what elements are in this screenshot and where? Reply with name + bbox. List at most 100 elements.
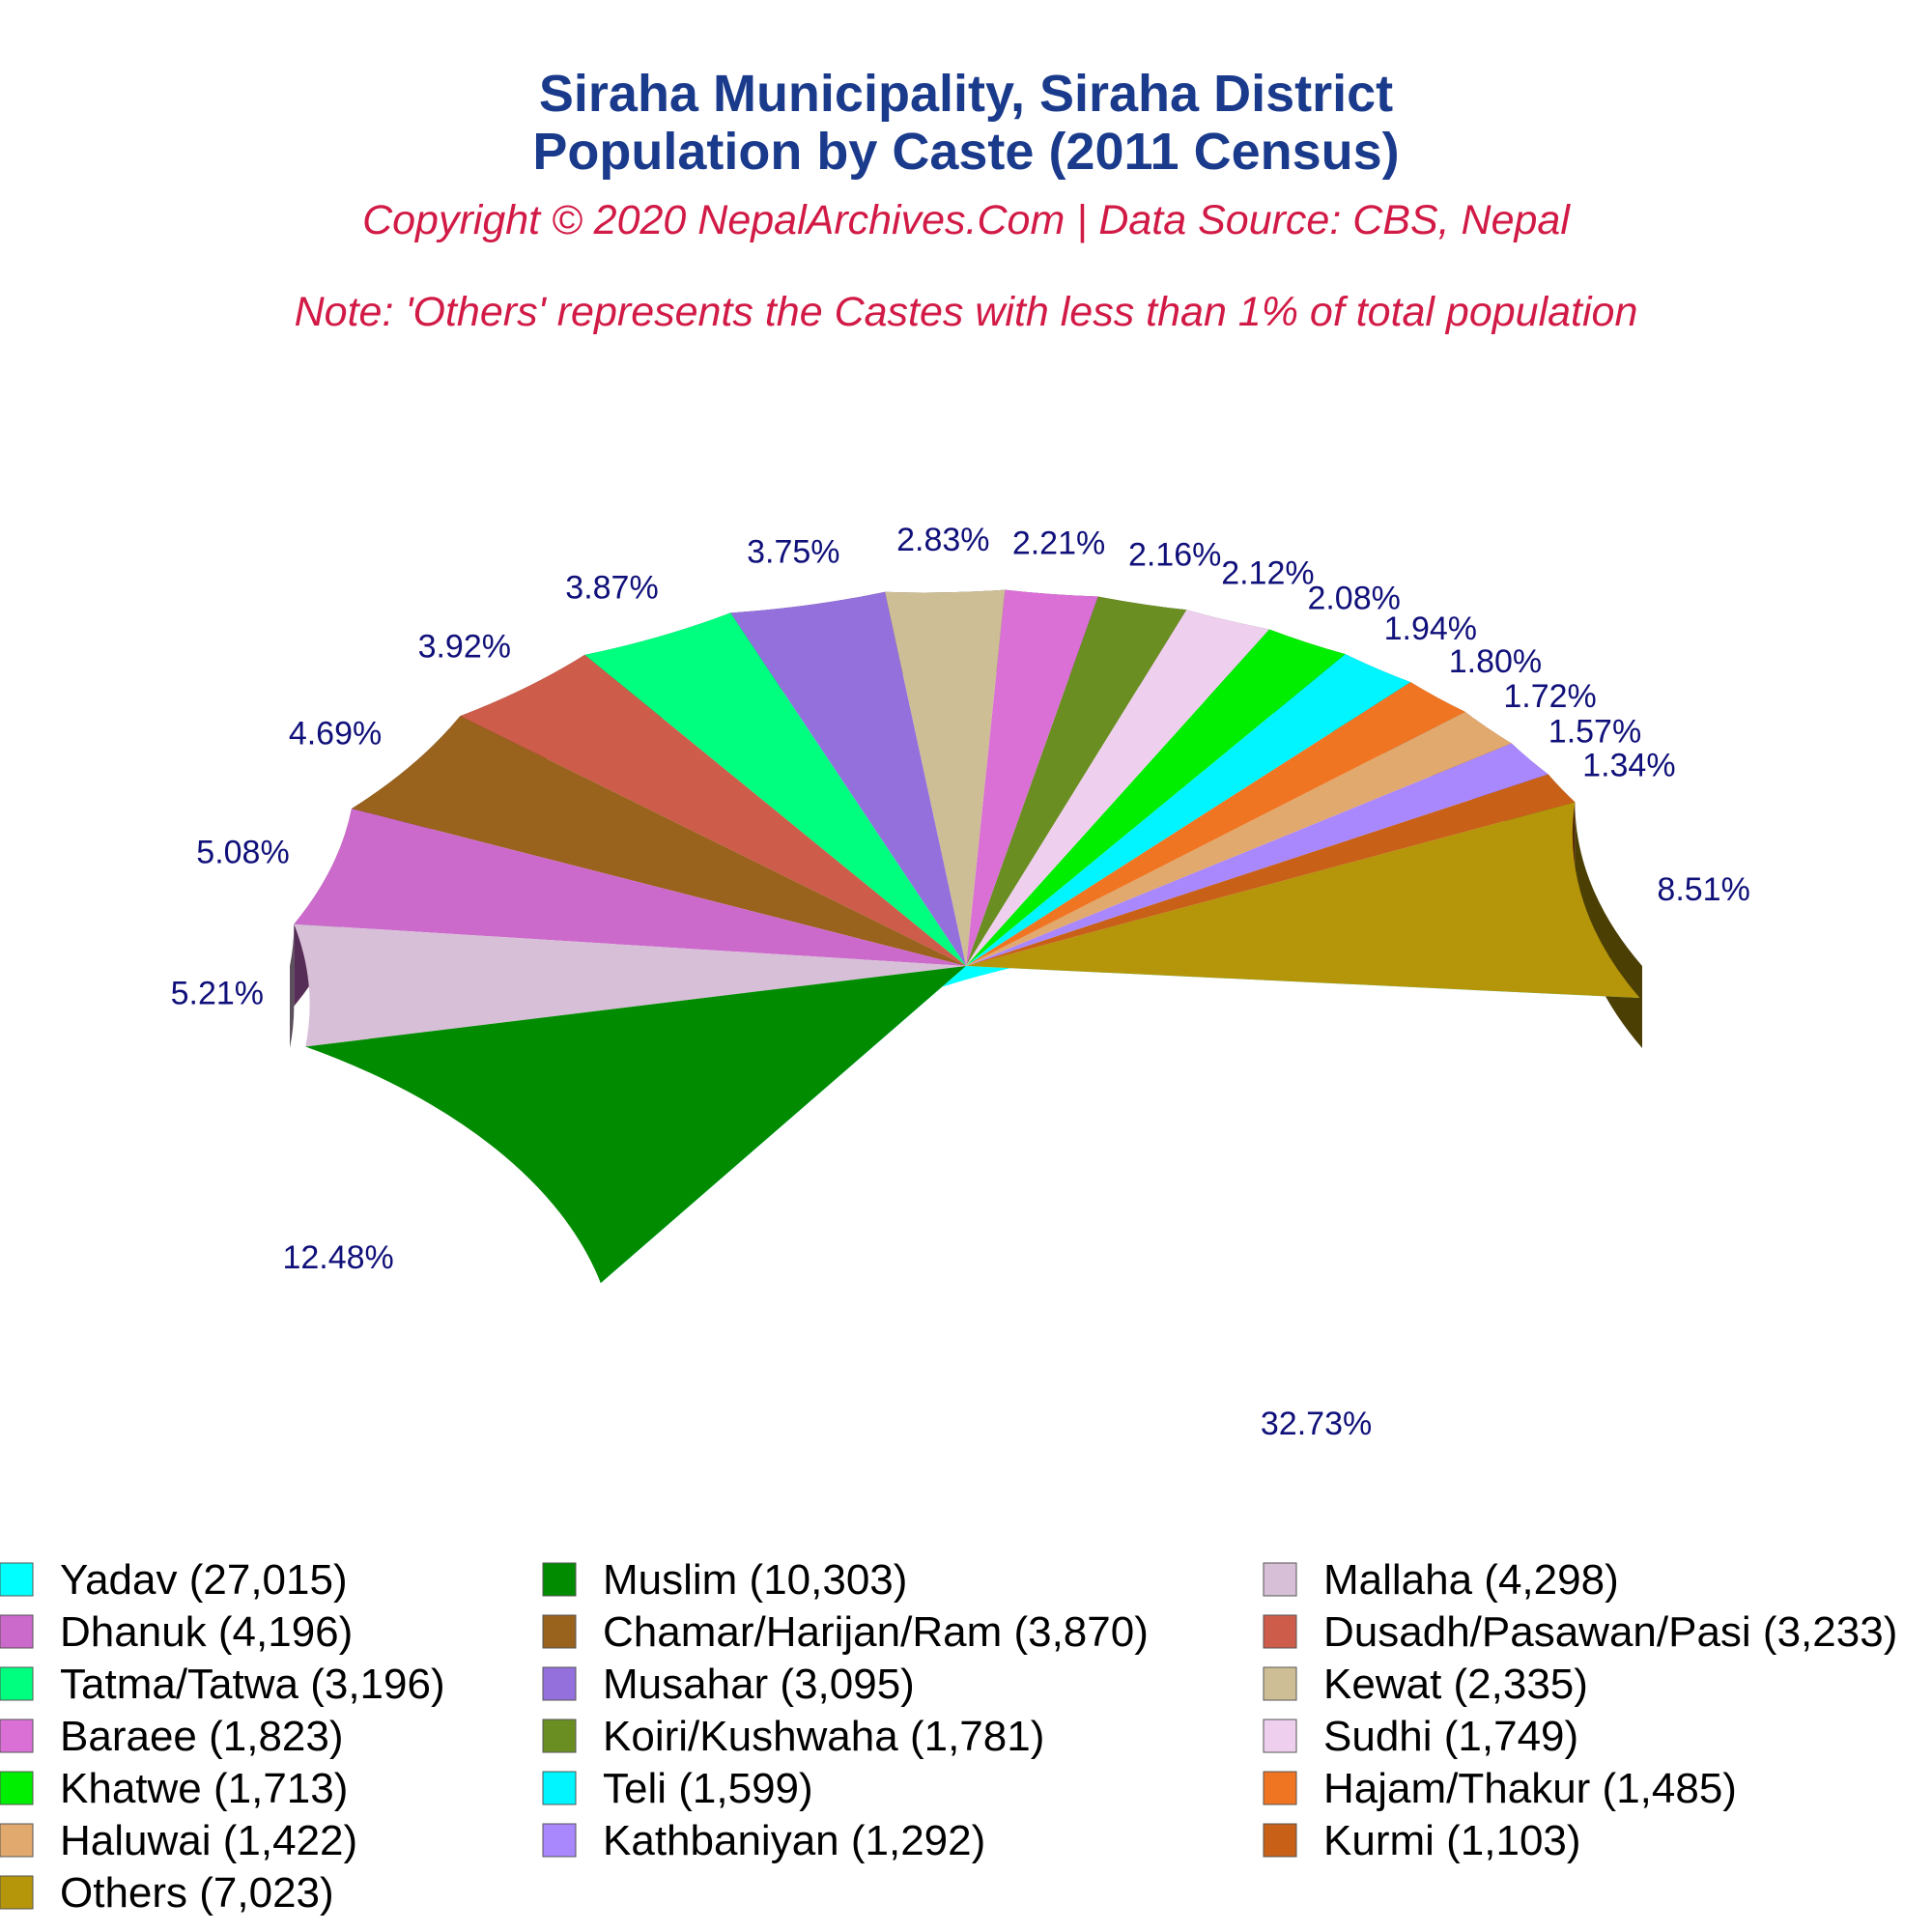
pie-slice-dusadh-pasawan-pasi bbox=[460, 654, 966, 966]
legend-swatch-chamar-harijan-ram bbox=[542, 1614, 577, 1649]
pie-slice-sudhi bbox=[966, 610, 1270, 966]
legend-item-kewat: Kewat (2,335) bbox=[1263, 1661, 1588, 1708]
pct-label-mallaha: 5.21% bbox=[171, 975, 264, 1011]
legend-swatch-dusadh-pasawan-pasi bbox=[1263, 1614, 1297, 1649]
pie-side-mallaha bbox=[290, 923, 295, 1048]
legend-swatch-haluwai bbox=[0, 1823, 34, 1858]
legend-swatch-musahar bbox=[542, 1666, 577, 1701]
legend: Yadav (27,015) Muslim (10,303) Mallaha (4,… bbox=[0, 1556, 1897, 1917]
legend-label-others: Others (7,023) bbox=[60, 1869, 334, 1917]
legend-label-dusadh-pasawan-pasi: Dusadh/Pasawan/Pasi (3,233) bbox=[1323, 1608, 1897, 1656]
legend-swatch-yadav bbox=[0, 1562, 34, 1597]
pie-slice-haluwai bbox=[966, 711, 1512, 966]
pct-label-kathbaniyan: 1.57% bbox=[1548, 714, 1641, 751]
legend-label-kathbaniyan: Kathbaniyan (1,292) bbox=[603, 1817, 985, 1864]
legend-swatch-mallaha bbox=[1263, 1562, 1297, 1597]
pie-slice-khatwe bbox=[966, 629, 1346, 966]
pct-label-teli: 1.94% bbox=[1384, 611, 1477, 647]
pct-label-kurmi: 1.34% bbox=[1582, 747, 1675, 783]
pie-slice-chamar-harijan-ram bbox=[352, 716, 966, 966]
legend-swatch-tatma-tatwa bbox=[0, 1666, 34, 1701]
pie-slice-musahar bbox=[730, 591, 966, 966]
legend-item-mallaha: Mallaha (4,298) bbox=[1263, 1556, 1619, 1604]
chart-title-line1: Siraha Municipality, Siraha District bbox=[539, 65, 1393, 123]
legend-swatch-khatwe bbox=[0, 1771, 34, 1805]
legend-label-mallaha: Mallaha (4,298) bbox=[1323, 1556, 1619, 1604]
legend-item-hajam-thakur: Hajam/Thakur (1,485) bbox=[1263, 1765, 1737, 1812]
legend-item-yadav: Yadav (27,015) bbox=[0, 1556, 348, 1604]
legend-swatch-hajam-thakur bbox=[1263, 1771, 1297, 1805]
legend-label-kewat: Kewat (2,335) bbox=[1323, 1661, 1588, 1708]
legend-item-baraee: Baraee (1,823) bbox=[0, 1713, 344, 1760]
legend-item-khatwe: Khatwe (1,713) bbox=[0, 1765, 348, 1812]
legend-item-dusadh-pasawan-pasi: Dusadh/Pasawan/Pasi (3,233) bbox=[1263, 1608, 1897, 1656]
legend-item-kathbaniyan: Kathbaniyan (1,292) bbox=[542, 1817, 985, 1864]
pct-label-kewat: 2.83% bbox=[896, 522, 989, 558]
legend-swatch-teli bbox=[542, 1771, 577, 1805]
pie-slice-tatma-tatwa bbox=[584, 612, 966, 966]
legend-item-kurmi: Kurmi (1,103) bbox=[1263, 1817, 1581, 1864]
pct-label-haluwai: 1.72% bbox=[1503, 678, 1596, 715]
pie-top-group bbox=[294, 589, 1640, 1284]
legend-swatch-kathbaniyan bbox=[542, 1823, 577, 1858]
legend-label-koiri-kushwaha: Koiri/Kushwaha (1,781) bbox=[603, 1713, 1044, 1760]
pct-label-chamar-harijan-ram: 4.69% bbox=[289, 715, 382, 752]
chart-title-line2: Population by Caste (2011 Census) bbox=[532, 123, 1399, 181]
legend-swatch-baraee bbox=[0, 1719, 34, 1753]
pct-label-sudhi: 2.12% bbox=[1221, 555, 1314, 592]
pie-labels-group: 32.73% 8.51% 1.34%1.57%1.72%1.80%1.94%2.08… bbox=[171, 522, 1750, 1442]
legend-label-musahar: Musahar (3,095) bbox=[603, 1661, 915, 1708]
legend-label-haluwai: Haluwai (1,422) bbox=[60, 1817, 357, 1864]
legend-swatch-koiri-kushwaha bbox=[542, 1719, 577, 1753]
pct-label-hajam-thakur: 1.80% bbox=[1449, 643, 1542, 680]
copyright-text: Copyright © 2020 NepalArchives.Com | Dat… bbox=[362, 197, 1571, 243]
legend-item-teli: Teli (1,599) bbox=[542, 1765, 813, 1812]
legend-swatch-dhanuk bbox=[0, 1614, 34, 1649]
legend-label-teli: Teli (1,599) bbox=[603, 1765, 813, 1812]
pie-slice-teli bbox=[966, 654, 1411, 966]
legend-item-muslim: Muslim (10,303) bbox=[542, 1556, 907, 1604]
pie-slice-muslim bbox=[305, 966, 966, 1284]
pie-slice-mallaha bbox=[294, 923, 966, 1047]
pie-slice-dhanuk bbox=[294, 809, 966, 966]
legend-item-koiri-kushwaha: Koiri/Kushwaha (1,781) bbox=[542, 1713, 1044, 1760]
legend-label-chamar-harijan-ram: Chamar/Harijan/Ram (3,870) bbox=[603, 1608, 1149, 1656]
pct-label-others: 8.51% bbox=[1657, 871, 1749, 908]
legend-label-yadav: Yadav (27,015) bbox=[60, 1556, 348, 1604]
pie-slice-hajam-thakur bbox=[966, 682, 1465, 966]
pie-slice-kewat bbox=[885, 589, 1006, 966]
legend-label-baraee: Baraee (1,823) bbox=[60, 1713, 344, 1760]
note-text: Note: 'Others' represents the Castes wit… bbox=[295, 289, 1638, 335]
legend-swatch-others bbox=[0, 1875, 34, 1910]
pie-slice-koiri-kushwaha bbox=[966, 596, 1187, 966]
pct-label-khatwe: 2.08% bbox=[1307, 581, 1400, 617]
legend-swatch-sudhi bbox=[1263, 1719, 1297, 1753]
pct-label-tatma-tatwa: 3.87% bbox=[565, 569, 658, 606]
legend-item-sudhi: Sudhi (1,749) bbox=[1263, 1713, 1578, 1760]
pct-label-musahar: 3.75% bbox=[747, 533, 839, 570]
pct-label-baraee: 2.21% bbox=[1012, 526, 1105, 562]
legend-label-muslim: Muslim (10,303) bbox=[603, 1556, 907, 1604]
legend-label-kurmi: Kurmi (1,103) bbox=[1323, 1817, 1581, 1864]
pie-slice-others bbox=[966, 802, 1640, 999]
legend-label-sudhi: Sudhi (1,749) bbox=[1323, 1713, 1578, 1760]
legend-swatch-kewat bbox=[1263, 1666, 1297, 1701]
legend-label-khatwe: Khatwe (1,713) bbox=[60, 1765, 348, 1812]
legend-item-musahar: Musahar (3,095) bbox=[542, 1661, 915, 1708]
legend-item-tatma-tatwa: Tatma/Tatwa (3,196) bbox=[0, 1661, 445, 1708]
legend-swatch-muslim bbox=[542, 1562, 577, 1597]
legend-swatch-kurmi bbox=[1263, 1823, 1297, 1858]
pct-label-dhanuk: 5.08% bbox=[196, 835, 289, 871]
pie-slice-baraee bbox=[966, 589, 1098, 966]
pct-label-muslim: 12.48% bbox=[282, 1239, 393, 1276]
legend-item-haluwai: Haluwai (1,422) bbox=[0, 1817, 357, 1864]
legend-label-tatma-tatwa: Tatma/Tatwa (3,196) bbox=[60, 1661, 445, 1708]
legend-label-dhanuk: Dhanuk (4,196) bbox=[60, 1608, 353, 1656]
pct-label-koiri-kushwaha: 2.16% bbox=[1128, 536, 1221, 573]
pct-label-dusadh-pasawan-pasi: 3.92% bbox=[418, 628, 511, 665]
pie-slice-kurmi bbox=[966, 774, 1576, 966]
legend-item-others: Others (7,023) bbox=[0, 1869, 334, 1917]
pct-label-yadav: 32.73% bbox=[1261, 1406, 1372, 1442]
legend-label-hajam-thakur: Hajam/Thakur (1,485) bbox=[1323, 1765, 1737, 1812]
